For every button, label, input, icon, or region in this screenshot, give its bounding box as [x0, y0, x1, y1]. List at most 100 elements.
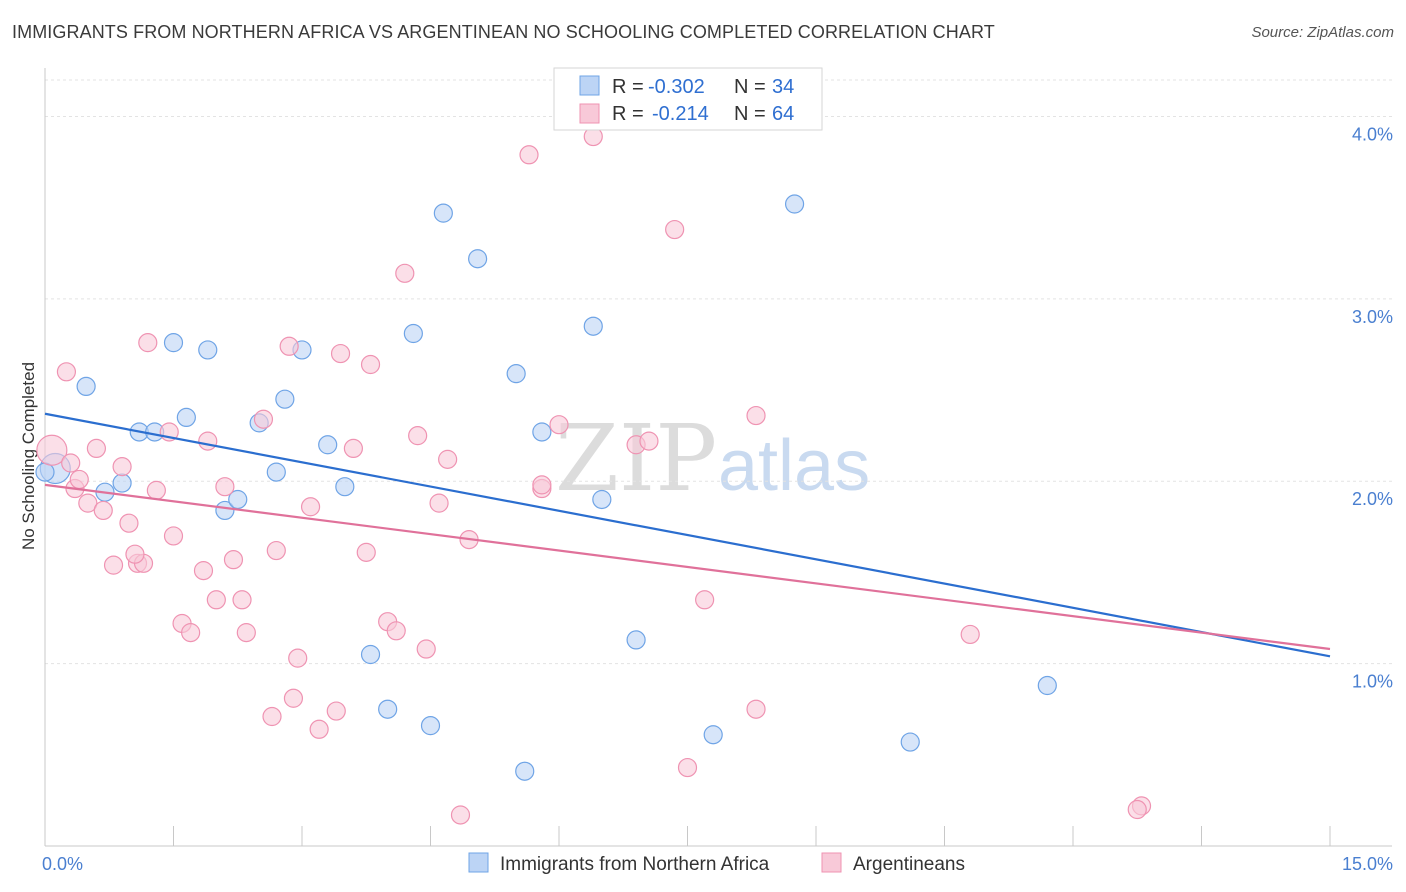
- argentinean-point-53: [639, 431, 659, 451]
- northern-africa-point-29: [703, 725, 723, 745]
- argentinean-point-62: [61, 453, 81, 473]
- argentinean-point-33: [326, 701, 346, 721]
- argentinean-point-41: [408, 426, 428, 446]
- argentinean-point-21: [215, 477, 235, 497]
- argentinean-point-37: [360, 354, 381, 375]
- argentinean-point-27: [266, 540, 286, 561]
- northern-africa-point-19: [403, 323, 423, 344]
- argentinean-point-43: [429, 493, 449, 513]
- northern-africa-point-17: [360, 644, 381, 665]
- northern-africa-point-30: [784, 194, 805, 214]
- argentinean-point-23: [232, 590, 252, 610]
- argentinean-point-4: [78, 493, 98, 513]
- argentinean-point-28: [279, 336, 299, 356]
- argentinean-point-59: [960, 624, 980, 645]
- argentinean-point-6: [93, 500, 113, 521]
- argentinean-point-29: [283, 688, 304, 708]
- y-tick-labels: 1.0% 2.0% 3.0% 4.0%: [1352, 124, 1393, 691]
- northern-africa-point-1: [76, 376, 96, 396]
- legend-swatch-northern-africa: [468, 852, 489, 873]
- northern-africa-point-18: [378, 699, 398, 719]
- argentinean-point-36: [356, 542, 376, 562]
- northern-africa-point-32: [1037, 675, 1057, 696]
- argentinean-point-48: [519, 145, 539, 165]
- trend-line-argentineans: [44, 483, 1331, 651]
- argentinean-point-3: [69, 469, 89, 490]
- northern-africa-point-12: [275, 389, 295, 409]
- stats-r-value-1: -0.302: [648, 76, 705, 98]
- y-tick-label-0: 1.0%: [1352, 672, 1393, 692]
- argentinean-point-19: [198, 431, 218, 451]
- argentinean-point-58: [746, 405, 766, 426]
- argentinean-point-12: [138, 333, 158, 353]
- y-axis-label: No Schooling Completed: [19, 362, 38, 550]
- stats-swatch-blue: [579, 75, 600, 96]
- watermark-zip: ZIP: [555, 405, 717, 512]
- legend-label-northern-africa: Immigrants from Northern Africa: [500, 854, 770, 875]
- watermark-atlas: atlas: [718, 426, 870, 506]
- argentinean-point-1: [56, 362, 77, 382]
- argentinean-point-17: [181, 623, 201, 643]
- northern-africa-point-16: [335, 477, 355, 497]
- argentinean-point-55: [677, 757, 698, 778]
- argentinean-point-20: [206, 590, 226, 610]
- argentinean-point-61: [1127, 799, 1147, 820]
- argentinean-point-32: [309, 719, 329, 739]
- stats-n-label-1: N =: [734, 76, 766, 98]
- northern-africa-point-20: [420, 716, 441, 736]
- argentinean-point-50: [549, 415, 569, 435]
- y-tick-label-2: 3.0%: [1352, 307, 1393, 327]
- argentinean-point-24: [236, 623, 256, 643]
- legend-label-argentineans: Argentineans: [853, 854, 965, 875]
- argentinean-point-22: [223, 550, 244, 570]
- northern-africa-point-15: [318, 435, 338, 455]
- source-label: Source: ZipAtlas.com: [1251, 24, 1394, 41]
- northern-africa-point-8: [198, 340, 218, 360]
- argentinean-point-13: [146, 480, 166, 500]
- argentinean-point-0: [36, 434, 68, 466]
- argentinean-point-9: [119, 513, 139, 533]
- argentinean-point-42: [416, 639, 436, 659]
- x-tick-labels: 0.0% 15.0%: [42, 854, 1393, 874]
- northern-africa-point-27: [592, 489, 612, 510]
- northern-africa-point-26: [583, 316, 603, 336]
- argentinean-point-34: [330, 343, 351, 364]
- northern-africa-point-6: [163, 333, 184, 353]
- argentinean-point-8: [112, 457, 132, 477]
- northern-africa-point-22: [468, 249, 488, 269]
- y-tick-label-3: 4.0%: [1352, 124, 1393, 144]
- northern-africa-point-9: [215, 500, 235, 521]
- argentinean-point-26: [262, 706, 282, 727]
- northern-africa-point-28: [626, 630, 646, 650]
- northern-africa-point-31: [900, 732, 920, 752]
- bottom-legend: Immigrants from Northern Africa Argentin…: [468, 852, 965, 875]
- northern-africa-point-7: [176, 407, 196, 428]
- argentinean-point-30: [288, 648, 308, 668]
- legend-swatch-argentineans: [821, 852, 842, 873]
- x-tick-label-0: 0.0%: [42, 854, 83, 874]
- y-tick-label-1: 2.0%: [1352, 489, 1393, 509]
- argentinean-point-57: [746, 699, 766, 719]
- argentinean-point-63: [125, 544, 145, 564]
- argentinean-point-54: [665, 219, 685, 240]
- argentinean-point-49: [532, 475, 552, 495]
- argentinean-point-31: [300, 497, 321, 517]
- argentinean-point-18: [193, 561, 214, 581]
- stats-r-value-2: -0.214: [652, 103, 709, 125]
- argentinean-point-35: [343, 438, 363, 459]
- stats-n-label-2: N =: [734, 103, 766, 125]
- argentinean-point-56: [695, 590, 715, 610]
- northern-africa-point-25: [532, 422, 552, 442]
- trend-lines: [44, 412, 1331, 658]
- trend-line-northern-africa: [44, 412, 1331, 658]
- northern-africa-point-23: [506, 364, 526, 384]
- argentinean-point-45: [450, 805, 471, 825]
- argentinean-point-5: [86, 438, 107, 459]
- northern-africa-point-24: [515, 761, 535, 781]
- chart-title: IMMIGRANTS FROM NORTHERN AFRICA VS ARGEN…: [12, 22, 995, 42]
- grid-lines: [45, 79, 1392, 665]
- northern-africa-point-2: [112, 473, 132, 493]
- stats-r-label-2: R =: [612, 103, 644, 125]
- argentinean-point-25: [253, 409, 274, 429]
- argentinean-point-7: [103, 555, 124, 575]
